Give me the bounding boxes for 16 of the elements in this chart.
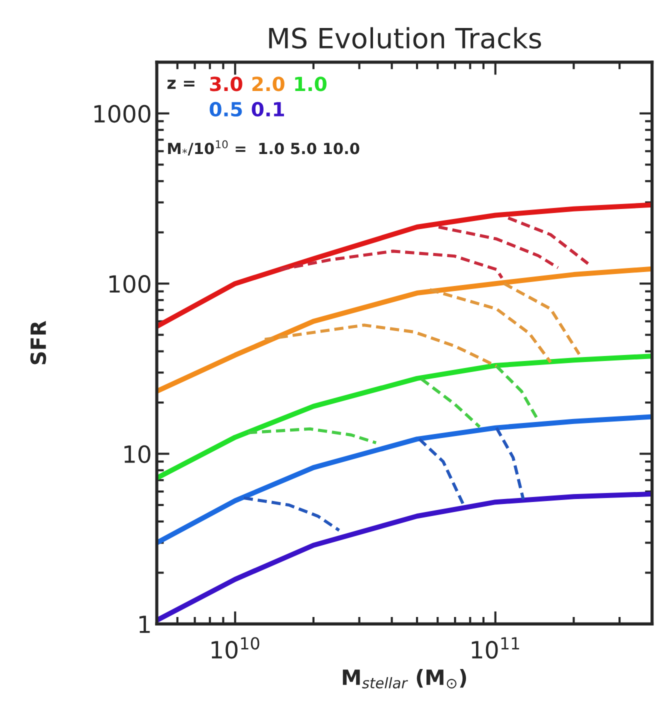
legend-title: z = [167,80,194,89]
x-tick-label: 10$^{11}$ [472,637,520,659]
text: 2.0 [252,76,284,92]
text: 3.0 [210,76,242,92]
y-tick-label: 100 [109,275,150,293]
y-tick-label: 1 [139,616,150,633]
y-tick-label: 1000 [94,104,150,123]
text: 0.5 [210,102,242,117]
x-axis-title: M$_{stellar}$ (M$_{⊙}$) [342,669,466,688]
chart-title: MS Evolution Tracks [269,27,542,49]
text: 0.1 [252,102,284,117]
annotation: M$_{*}$/10$^{10}$ = 1.0 5.0 10.0 [168,140,360,156]
y-tick-label: 10 [124,445,150,464]
y-axis-title: SFR [30,320,46,364]
text: 1.0 [295,76,326,92]
x-tick-label: 10$^{10}$ [212,637,260,659]
